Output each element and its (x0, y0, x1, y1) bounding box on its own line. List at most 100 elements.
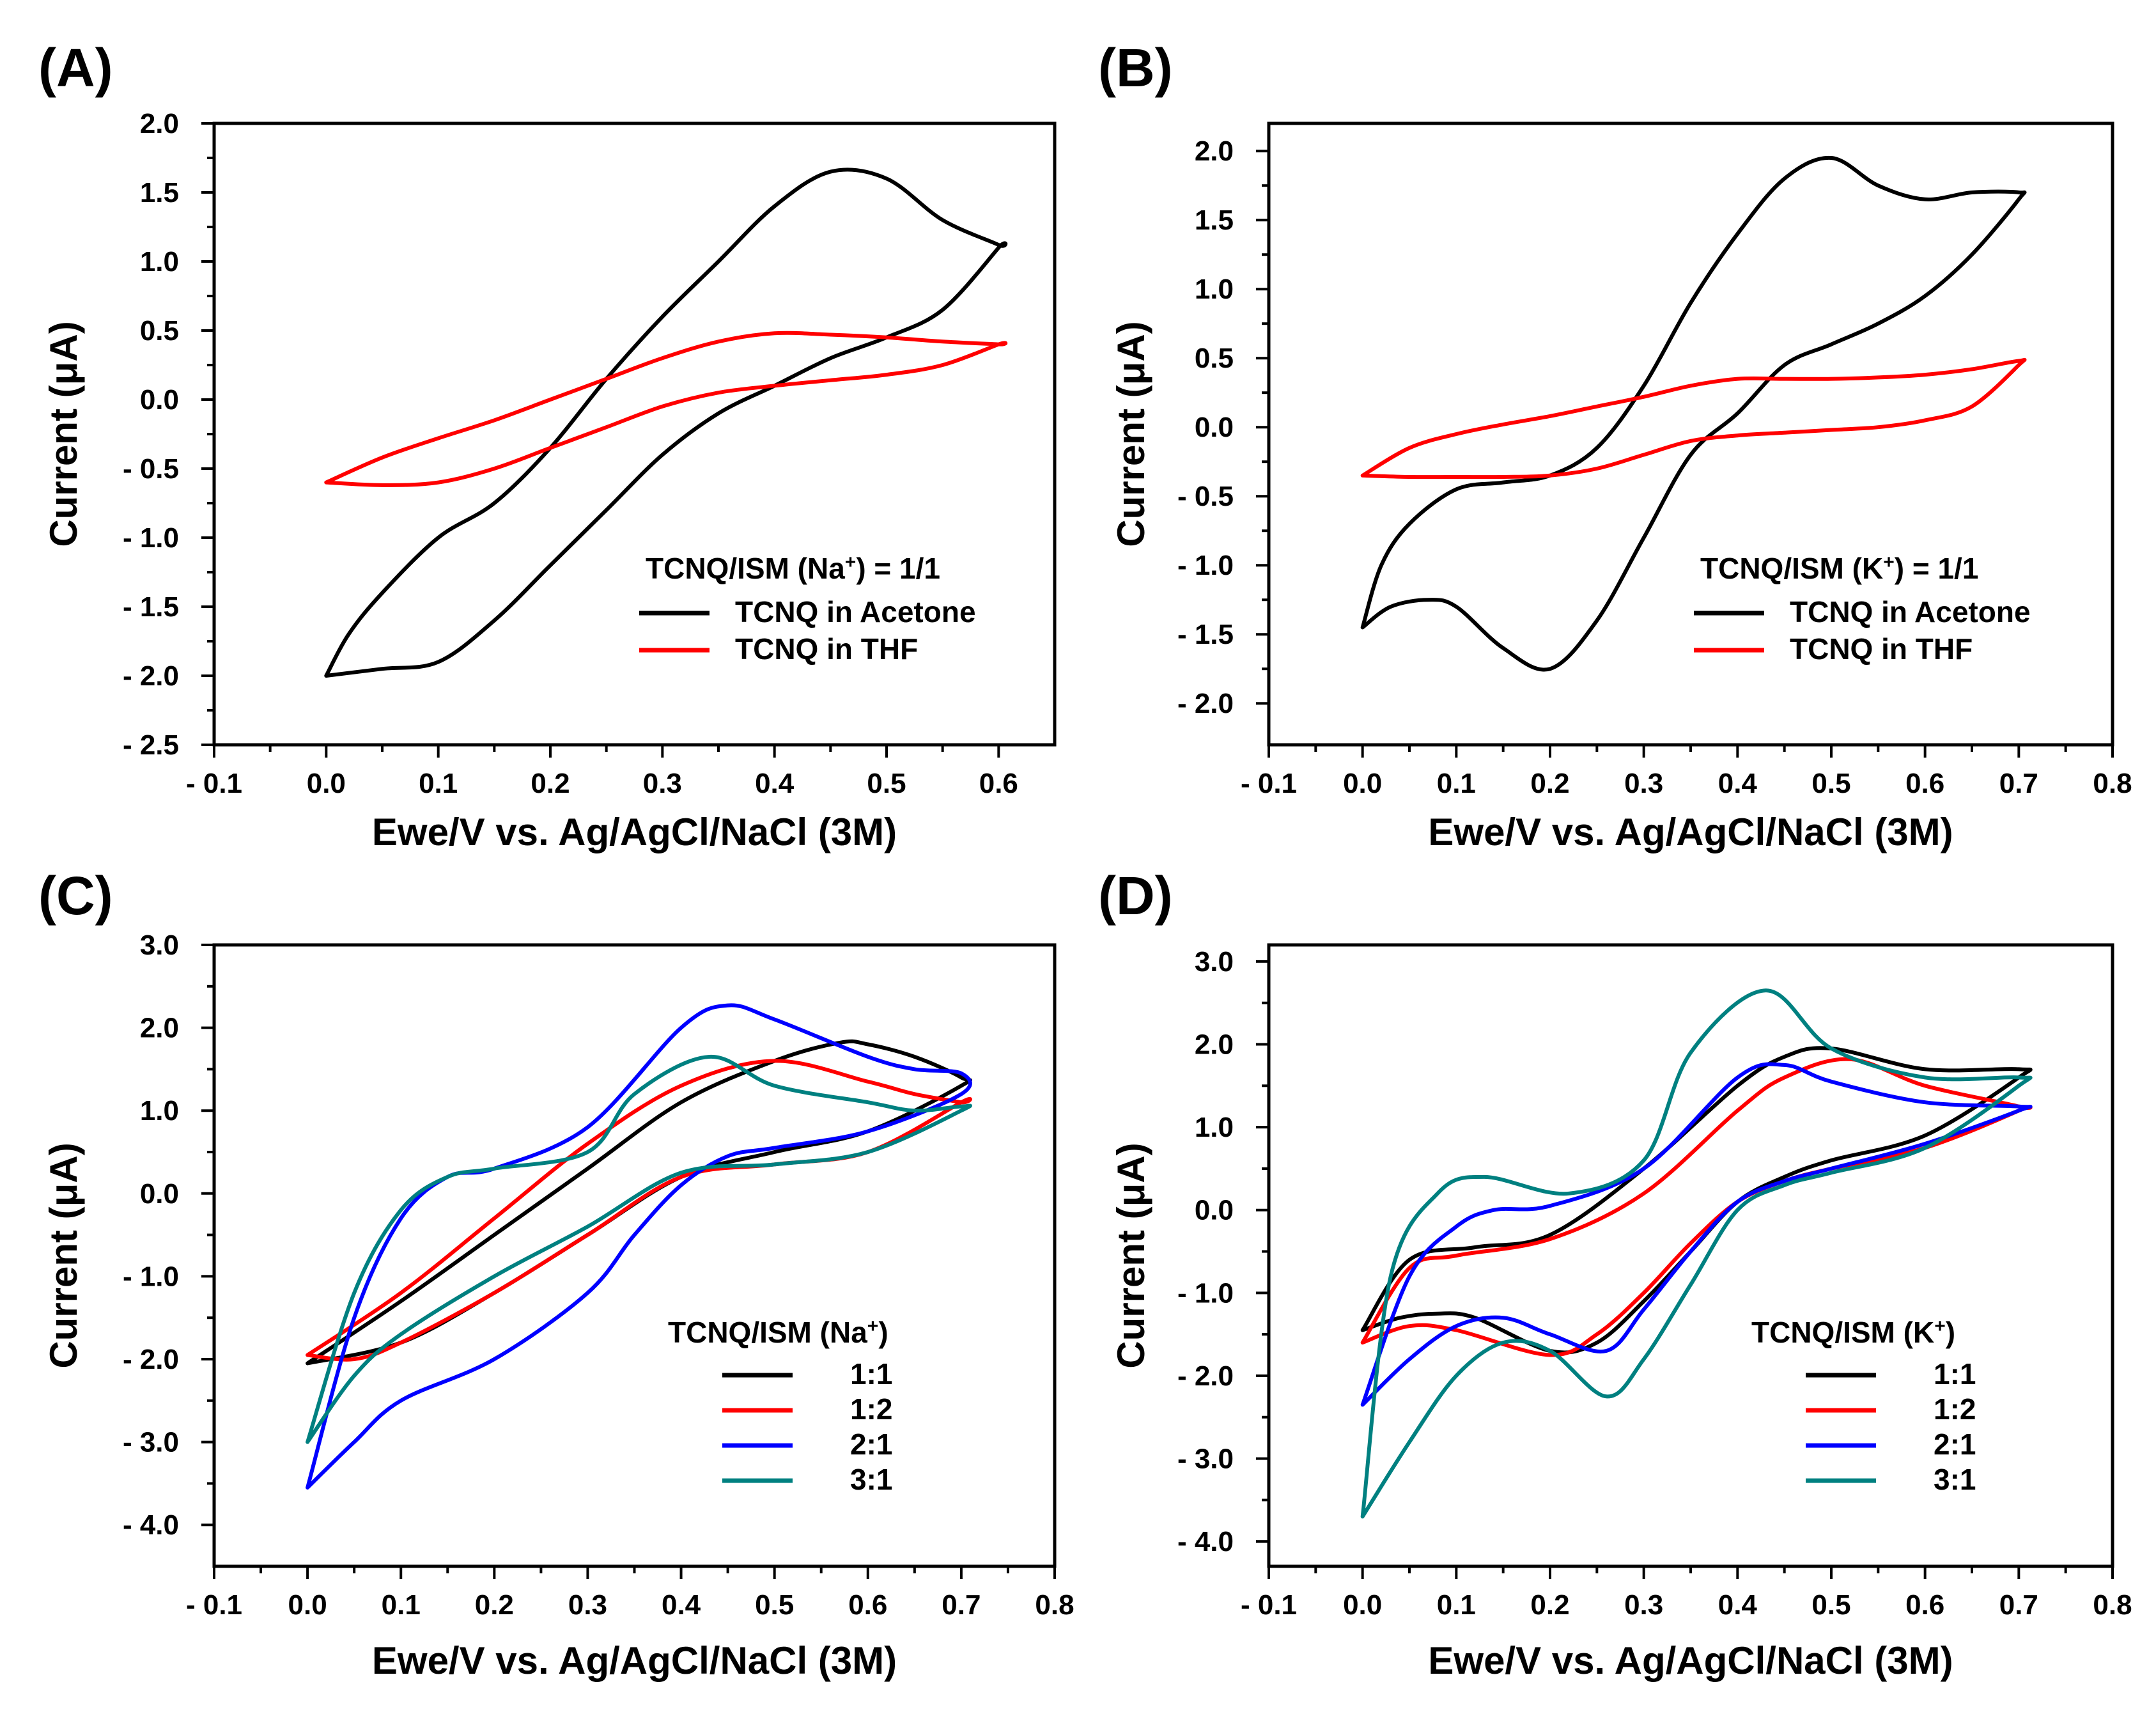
panel-label: (A) (38, 38, 113, 98)
x-tick-label: - 0.1 (186, 768, 242, 799)
legend-title: TCNQ/ISM (K+) = 1/1 (1700, 552, 1978, 586)
legend-title-part: TCNQ/ISM (Na (646, 552, 845, 585)
y-tick-label: 3.0 (1195, 946, 1234, 978)
series-line-1 (306, 1059, 972, 1362)
y-tick-label: 2.0 (1195, 1029, 1234, 1061)
legend-label: 1:2 (1934, 1392, 1976, 1426)
series-line-0 (1360, 155, 2027, 672)
panel-d: (D) - 0.1 0.0 0.1 0.2 0.3 0.4 0.5 0.6 0.7 0.8 3.0 2.… (1098, 866, 2132, 1682)
y-tick-label: 0.0 (1195, 1195, 1234, 1226)
y-axis: 3.0 2.0 1.0 0.0 - 1.0 - 2.0 - 3.0 - 4.0 (1177, 946, 1269, 1557)
x-tick-label: 0.1 (1437, 1589, 1476, 1621)
x-axis-title: Ewe/V vs. Ag/AgCl/NaCl (3M) (1428, 811, 1953, 853)
legend-label: 3:1 (850, 1463, 892, 1496)
legend-item: 3:1 (1806, 1463, 1976, 1496)
x-tick-label: 0.4 (755, 768, 795, 799)
panel-a: (A) - 0.1 0.0 0.1 0.2 0.3 0.4 0.5 0.6 2.0 1.5 1.0 0.… (38, 38, 1057, 853)
legend-title-superscript: + (1883, 552, 1895, 573)
x-tick-label: 0.7 (942, 1589, 981, 1621)
y-tick-label: 2.0 (140, 108, 179, 139)
x-tick-label: 0.6 (848, 1589, 887, 1621)
y-tick-label: - 4.0 (1177, 1526, 1234, 1557)
x-axis-title: Ewe/V vs. Ag/AgCl/NaCl (3M) (1428, 1639, 1953, 1682)
panel-label: (C) (38, 866, 113, 926)
y-tick-label: - 2.0 (1177, 688, 1234, 719)
legend-title: TCNQ/ISM (K+) (1751, 1316, 1955, 1350)
data-curves (1360, 155, 2027, 672)
panel-b: (B) - 0.1 0.0 0.1 0.2 0.3 0.4 0.5 0.6 0.7 0.8 2.0 1.… (1098, 38, 2132, 853)
y-axis: 2.0 1.5 1.0 0.5 0.0 - 0.5 - 1.0 - 1.5 - 2.0 - 2.5 (123, 108, 214, 761)
y-tick-label: - 1.0 (123, 1261, 179, 1292)
x-axis-title: Ewe/V vs. Ag/AgCl/NaCl (3M) (372, 811, 897, 853)
legend-label: 3:1 (1934, 1463, 1976, 1496)
x-tick-label: 0.0 (288, 1589, 327, 1621)
y-tick-label: 1.0 (1195, 1112, 1234, 1143)
series-line-3 (306, 1054, 972, 1444)
legend-item: TCNQ in THF (1694, 632, 1973, 666)
x-tick-label: - 0.1 (186, 1589, 242, 1621)
data-curves (1360, 988, 2033, 1519)
y-tick-label: 0.0 (140, 384, 179, 416)
legend-item: 1:1 (722, 1357, 892, 1391)
y-tick-label: 1.5 (1195, 205, 1234, 236)
series-line-2 (1360, 1062, 2033, 1407)
x-tick-label: 0.3 (1624, 768, 1663, 799)
legend: TCNQ/ISM (Na+) 1:11:22:13:1 (668, 1316, 892, 1497)
x-tick-label: 0.6 (1905, 768, 1944, 799)
x-tick-label: 0.7 (1999, 768, 2038, 799)
legend-label: TCNQ in THF (735, 632, 918, 666)
legend-item: 1:2 (1806, 1392, 1976, 1426)
data-curves (324, 168, 1008, 678)
x-tick-label: 0.5 (1811, 768, 1850, 799)
y-tick-label: 2.0 (1195, 136, 1234, 167)
y-tick-label: - 1.5 (123, 591, 179, 623)
y-tick-label: 1.0 (140, 1095, 179, 1126)
y-tick-label: - 2.0 (123, 660, 179, 692)
legend-title-part: TCNQ/ISM (Na (668, 1316, 867, 1349)
x-tick-label: 0.5 (867, 768, 906, 799)
x-tick-label: 0.2 (1530, 768, 1569, 799)
legend-title-superscript: + (845, 552, 857, 573)
series-line-3 (1360, 988, 2033, 1519)
y-tick-label: - 3.0 (123, 1427, 179, 1458)
legend-title-part: ) = 1/1 (1895, 552, 1979, 585)
series-line-1 (324, 331, 1008, 487)
panel-c: (C) - 0.1 0.0 0.1 0.2 0.3 0.4 0.5 0.6 0.7 0.8 3.0 2.… (38, 866, 1074, 1682)
legend-item: 2:1 (722, 1428, 892, 1461)
panel-label: (B) (1098, 38, 1173, 98)
y-tick-label: 0.0 (140, 1178, 179, 1210)
x-tick-label: 0.0 (1343, 1589, 1382, 1621)
x-tick-label: 0.5 (755, 1589, 794, 1621)
legend-item: 3:1 (722, 1463, 892, 1496)
y-tick-label: - 4.0 (123, 1509, 179, 1541)
panel-label: (D) (1098, 866, 1173, 926)
data-curves (306, 1003, 972, 1490)
legend-title: TCNQ/ISM (Na+) (668, 1316, 888, 1350)
y-tick-label: - 0.5 (1177, 481, 1234, 512)
y-tick-label: - 0.5 (123, 453, 179, 485)
x-tick-label: - 0.1 (1241, 1589, 1297, 1621)
legend-title-part: ) = 1/1 (856, 552, 940, 585)
x-tick-label: 0.1 (419, 768, 458, 799)
x-axis-title: Ewe/V vs. Ag/AgCl/NaCl (3M) (372, 1639, 897, 1682)
legend-label: 2:1 (850, 1428, 892, 1461)
y-tick-label: 0.0 (1195, 412, 1234, 443)
legend-title-superscript: + (867, 1316, 879, 1337)
x-tick-label: 0.6 (979, 768, 1018, 799)
y-tick-label: - 1.0 (123, 522, 179, 554)
legend-title-part: TCNQ/ISM (K (1700, 552, 1883, 585)
legend-item: TCNQ in Acetone (1694, 595, 2031, 628)
x-tick-label: 0.8 (2093, 1589, 2132, 1621)
y-tick-label: - 1.0 (1177, 550, 1234, 581)
x-tick-label: 0.8 (1035, 1589, 1074, 1621)
y-axis-title: Current (μA) (42, 321, 85, 547)
y-tick-label: - 1.0 (1177, 1277, 1234, 1309)
legend-item: 1:2 (722, 1392, 892, 1426)
series-line-0 (324, 168, 1008, 678)
legend-item: 1:1 (1806, 1357, 1976, 1391)
y-tick-label: - 2.0 (1177, 1360, 1234, 1392)
x-tick-label: 0.3 (1624, 1589, 1663, 1621)
legend: TCNQ/ISM (K+) 1:11:22:13:1 (1751, 1316, 1976, 1497)
legend-label: TCNQ in THF (1790, 632, 1973, 666)
x-tick-label: 0.2 (1530, 1589, 1569, 1621)
